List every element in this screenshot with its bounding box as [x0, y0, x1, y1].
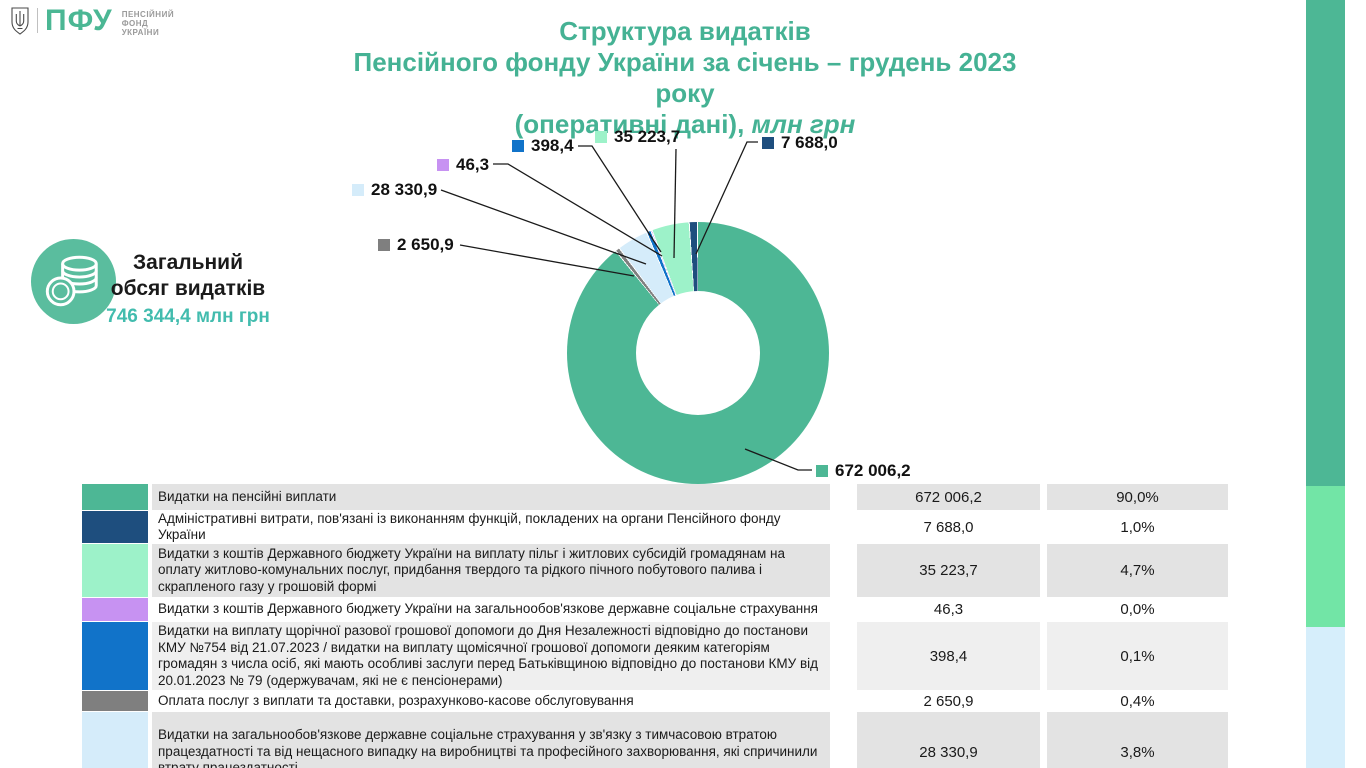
- data-label-35223: 35 223,7: [595, 127, 680, 147]
- title-line-1: Структура видатків: [559, 16, 811, 46]
- table-row: Видатки на загальнообов'язкове державне …: [82, 712, 1228, 768]
- table-row: Оплата послуг з виплати та доставки, роз…: [82, 691, 1228, 711]
- category-value: 35 223,7: [857, 544, 1040, 597]
- category-value: 7 688,0: [857, 511, 1040, 543]
- title-line-3: (оперативні дані), млн грн: [514, 109, 856, 139]
- table-row: Видатки з коштів Державного бюджету Укра…: [82, 598, 1228, 621]
- logo-divider: [37, 8, 38, 33]
- legend-swatch: [82, 544, 148, 597]
- legend-marker-green: [816, 465, 828, 477]
- category-percent: 3,8%: [1047, 712, 1228, 768]
- legend-swatch: [82, 484, 148, 510]
- category-percent: 4,7%: [1047, 544, 1228, 597]
- table-row: Адміністративні витрати, пов'язані із ви…: [82, 511, 1228, 543]
- legend-marker-lightblue: [352, 184, 364, 196]
- category-value: 28 330,9: [857, 712, 1040, 768]
- category-name: Оплата послуг з виплати та доставки, роз…: [152, 691, 830, 711]
- category-percent: 0,1%: [1047, 622, 1228, 690]
- category-name: Адміністративні витрати, пов'язані із ви…: [152, 511, 830, 543]
- logo-abbreviation: ПФУ: [45, 4, 113, 37]
- legend-table: Видатки на пенсійні виплати 672 006,2 90…: [82, 484, 1228, 768]
- total-label-2: обсяг видатків: [110, 277, 266, 300]
- table-row: Видатки з коштів Державного бюджету Укра…: [82, 544, 1228, 597]
- category-value: 46,3: [857, 598, 1040, 621]
- data-label-2650: 2 650,9: [378, 235, 454, 255]
- legend-swatch: [82, 511, 148, 543]
- pfu-logo: ПФУ ПЕНСІЙНИЙ ФОНД УКРАЇНИ: [10, 4, 175, 37]
- logo-org-name: ПЕНСІЙНИЙ ФОНД УКРАЇНИ: [121, 10, 175, 37]
- legend-swatch: [82, 712, 148, 768]
- legend-swatch: [82, 598, 148, 621]
- total-label: Загальний: [132, 251, 243, 274]
- page-title: Структура видатків Пенсійного фонду Укра…: [330, 16, 1040, 140]
- strip-green-segment: [1306, 0, 1345, 486]
- category-value: 672 006,2: [857, 484, 1040, 510]
- category-percent: 0,0%: [1047, 598, 1228, 621]
- data-label-7688: 7 688,0: [762, 133, 838, 153]
- category-name: Видатки на загальнообов'язкове державне …: [152, 712, 830, 768]
- legend-marker-navy: [762, 137, 774, 149]
- decorative-side-strip: [1306, 0, 1345, 768]
- coins-icon: [30, 238, 117, 325]
- data-label-28330: 28 330,9: [352, 180, 437, 200]
- category-name: Видатки з коштів Державного бюджету Укра…: [152, 544, 830, 597]
- strip-lightblue-segment: [1306, 627, 1345, 768]
- legend-swatch: [82, 691, 148, 711]
- legend-marker-mint: [595, 131, 607, 143]
- strip-mint-segment: [1306, 486, 1345, 627]
- category-value: 398,4: [857, 622, 1040, 690]
- category-percent: 0,4%: [1047, 691, 1228, 711]
- category-name: Видатки з коштів Державного бюджету Укра…: [152, 598, 830, 621]
- total-value: 746 344,4 млн грн: [106, 306, 270, 327]
- table-row: Видатки на пенсійні виплати 672 006,2 90…: [82, 484, 1228, 510]
- category-name: Видатки на пенсійні виплати: [152, 484, 830, 510]
- donut-hole: [636, 291, 760, 415]
- data-label-672006: 672 006,2: [816, 461, 911, 481]
- total-expenditure-block: Загальний обсяг видатків 746 344,4 млн г…: [103, 250, 273, 330]
- legend-swatch: [82, 622, 148, 690]
- category-percent: 90,0%: [1047, 484, 1228, 510]
- legend-marker-purple: [437, 159, 449, 171]
- data-label-398: 398,4: [512, 136, 574, 156]
- legend-marker-gray: [378, 239, 390, 251]
- category-value: 2 650,9: [857, 691, 1040, 711]
- legend-marker-blue: [512, 140, 524, 152]
- title-line-2: Пенсійного фонду України за січень – гру…: [353, 47, 1017, 108]
- data-label-46: 46,3: [437, 155, 489, 175]
- category-percent: 1,0%: [1047, 511, 1228, 543]
- category-name: Видатки на виплату щорічної разової грош…: [152, 622, 830, 690]
- trident-shield-icon: [11, 7, 29, 35]
- table-row: Видатки на виплату щорічної разової грош…: [82, 622, 1228, 690]
